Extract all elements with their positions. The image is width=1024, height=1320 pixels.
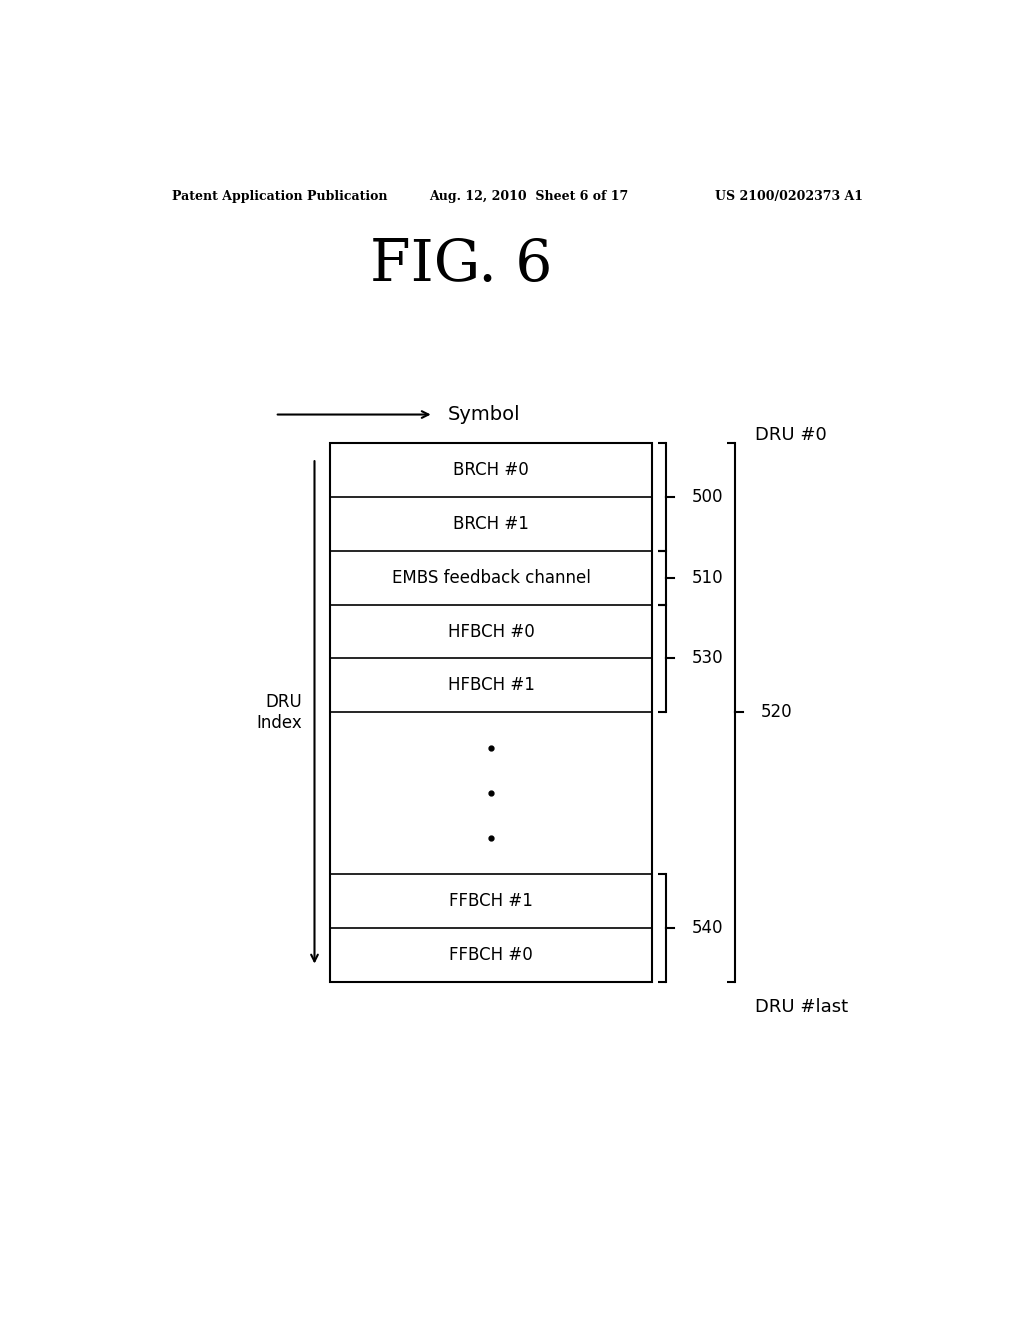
Text: US 2100/0202373 A1: US 2100/0202373 A1 [715,190,863,202]
Text: FFBCH #1: FFBCH #1 [450,892,534,909]
Text: EMBS feedback channel: EMBS feedback channel [391,569,591,586]
Text: DRU #last: DRU #last [755,998,848,1016]
Text: Aug. 12, 2010  Sheet 6 of 17: Aug. 12, 2010 Sheet 6 of 17 [430,190,629,202]
Text: BRCH #1: BRCH #1 [454,515,529,533]
Text: 520: 520 [761,704,793,721]
Text: FFBCH #0: FFBCH #0 [450,945,532,964]
Text: BRCH #0: BRCH #0 [454,461,529,479]
Text: 510: 510 [691,569,723,586]
Text: DRU
Index: DRU Index [257,693,303,731]
Text: 500: 500 [691,488,723,506]
Text: FIG. 6: FIG. 6 [370,238,553,293]
Text: 540: 540 [691,919,723,937]
Text: Patent Application Publication: Patent Application Publication [172,190,387,202]
Text: DRU #0: DRU #0 [755,426,826,444]
Text: 530: 530 [691,649,723,668]
Text: HFBCH #0: HFBCH #0 [447,623,535,640]
Bar [331,444,652,982]
Text: Symbol: Symbol [447,405,520,424]
Text: HFBCH #1: HFBCH #1 [447,676,535,694]
